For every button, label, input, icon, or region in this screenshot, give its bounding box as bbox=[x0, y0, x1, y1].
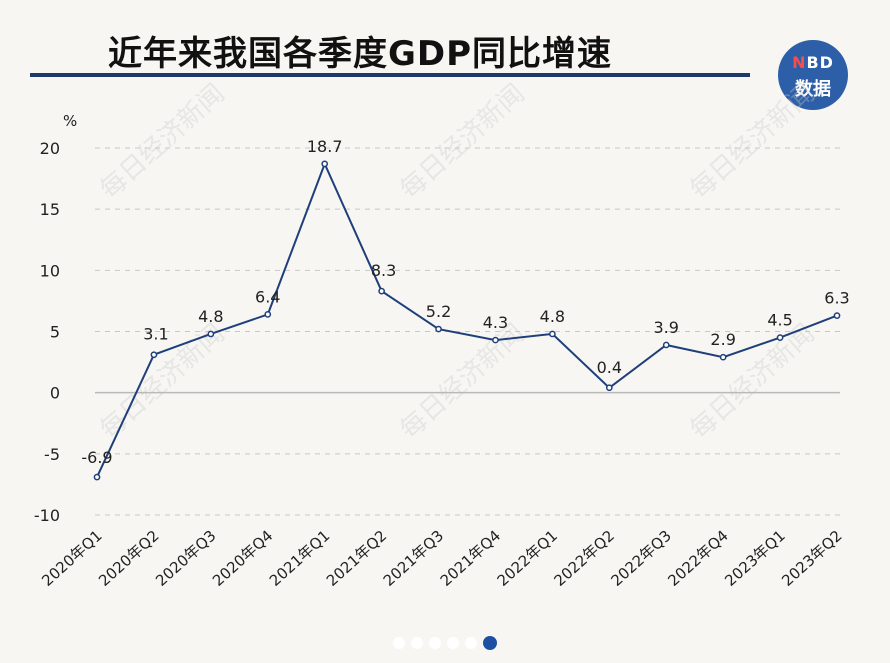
data-label: 5.2 bbox=[426, 302, 451, 321]
x-tick-label: 2022年Q3 bbox=[607, 527, 674, 590]
data-label: 4.5 bbox=[767, 311, 792, 330]
x-tick-label: 2021年Q1 bbox=[266, 527, 333, 590]
data-label: 6.3 bbox=[824, 289, 849, 308]
x-tick-label: 2020年Q4 bbox=[209, 527, 276, 590]
y-tick-label: 10 bbox=[40, 261, 60, 280]
y-tick-label: -5 bbox=[44, 445, 60, 464]
pagination-dot[interactable] bbox=[447, 636, 459, 649]
data-point bbox=[605, 384, 613, 392]
pagination-dot-active[interactable] bbox=[483, 635, 497, 650]
data-label: 0.4 bbox=[597, 358, 622, 377]
y-tick-label: -10 bbox=[34, 506, 60, 525]
watermark-1: 每日经济新闻 bbox=[395, 79, 531, 206]
pagination-dots bbox=[0, 632, 890, 650]
x-tick-label: 2023年Q2 bbox=[778, 527, 845, 590]
x-tick-label: 2022年Q1 bbox=[494, 527, 561, 590]
y-tick-label: 5 bbox=[50, 323, 60, 342]
logo-text: 数据 bbox=[795, 79, 831, 100]
pagination-dot[interactable] bbox=[411, 636, 423, 649]
data-point bbox=[549, 330, 556, 338]
data-point bbox=[321, 160, 329, 168]
data-point bbox=[492, 336, 499, 344]
data-point bbox=[378, 287, 385, 295]
x-tick-label: 2021年Q4 bbox=[437, 527, 504, 590]
x-tick-label: 2021年Q2 bbox=[323, 527, 390, 590]
watermark-4: 每日经济新闻 bbox=[685, 319, 821, 446]
chart-title: 近年来我国各季度GDP同比增速 bbox=[108, 34, 613, 74]
data-point bbox=[435, 325, 442, 333]
x-tick-label: 2022年Q4 bbox=[664, 527, 731, 590]
y-tick-label: 0 bbox=[50, 384, 60, 403]
data-label: 18.7 bbox=[307, 137, 343, 156]
data-label: 2.9 bbox=[710, 330, 735, 349]
data-label: 6.4 bbox=[255, 287, 280, 306]
watermark-3: 每日经济新闻 bbox=[685, 79, 821, 206]
y-tick-label: 20 bbox=[40, 139, 60, 158]
pagination-dot[interactable] bbox=[465, 636, 477, 649]
data-label: 4.8 bbox=[540, 307, 565, 326]
data-label: -6.9 bbox=[81, 448, 112, 467]
data-label: 3.9 bbox=[654, 318, 679, 337]
data-point bbox=[662, 341, 670, 349]
data-label: 4.8 bbox=[198, 307, 223, 326]
data-label: 3.1 bbox=[143, 325, 168, 344]
x-tick-label: 2020年Q1 bbox=[38, 527, 105, 590]
data-point bbox=[264, 311, 272, 318]
data-point bbox=[207, 330, 215, 338]
data-point bbox=[150, 351, 158, 359]
x-tick-label: 2023年Q1 bbox=[721, 527, 788, 590]
x-tick-label: 2022年Q2 bbox=[551, 527, 618, 590]
nbd-logo: NBD 数据 bbox=[778, 40, 848, 110]
series-line bbox=[96, 161, 838, 478]
x-tick-label: 2020年Q2 bbox=[95, 527, 162, 590]
y-tick-label: 15 bbox=[40, 200, 60, 219]
x-tick-label: 2020年Q3 bbox=[152, 527, 219, 590]
data-point bbox=[776, 334, 784, 341]
y-unit-label: % bbox=[63, 112, 77, 130]
data-point bbox=[833, 312, 841, 319]
data-label: 8.3 bbox=[371, 261, 396, 280]
logo-n: N bbox=[792, 53, 807, 72]
pagination-dot[interactable] bbox=[429, 636, 441, 649]
title-underline bbox=[30, 73, 750, 77]
data-point bbox=[719, 353, 727, 361]
logo-bd: BD bbox=[806, 53, 834, 72]
x-tick-label: 2021年Q3 bbox=[380, 527, 447, 590]
pagination-dot[interactable] bbox=[393, 636, 405, 649]
data-label: 4.3 bbox=[483, 313, 508, 332]
data-point bbox=[93, 473, 101, 481]
watermark-5: 每日经济新闻 bbox=[95, 79, 231, 206]
